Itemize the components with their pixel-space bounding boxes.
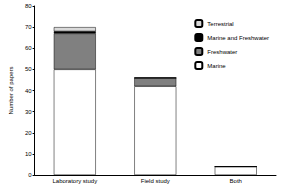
svg-text:30: 30 (25, 109, 32, 115)
svg-text:20: 20 (25, 130, 32, 136)
svg-text:60: 60 (25, 45, 32, 51)
svg-text:0: 0 (28, 172, 32, 178)
svg-text:80: 80 (25, 3, 32, 9)
svg-text:10: 10 (25, 151, 32, 157)
svg-text:Laboratory study: Laboratory study (52, 178, 97, 184)
svg-text:Number of papers: Number of papers (8, 66, 14, 114)
svg-text:Both: Both (230, 178, 242, 184)
svg-text:Marine and Freshwater: Marine and Freshwater (207, 35, 269, 41)
svg-text:Marine: Marine (207, 63, 226, 69)
svg-text:40: 40 (25, 88, 32, 94)
svg-text:70: 70 (25, 24, 32, 30)
svg-text:Field study: Field study (141, 178, 170, 184)
svg-text:Freshwater: Freshwater (207, 49, 237, 55)
svg-text:50: 50 (25, 66, 32, 72)
svg-text:Terrestrial: Terrestrial (207, 21, 233, 27)
